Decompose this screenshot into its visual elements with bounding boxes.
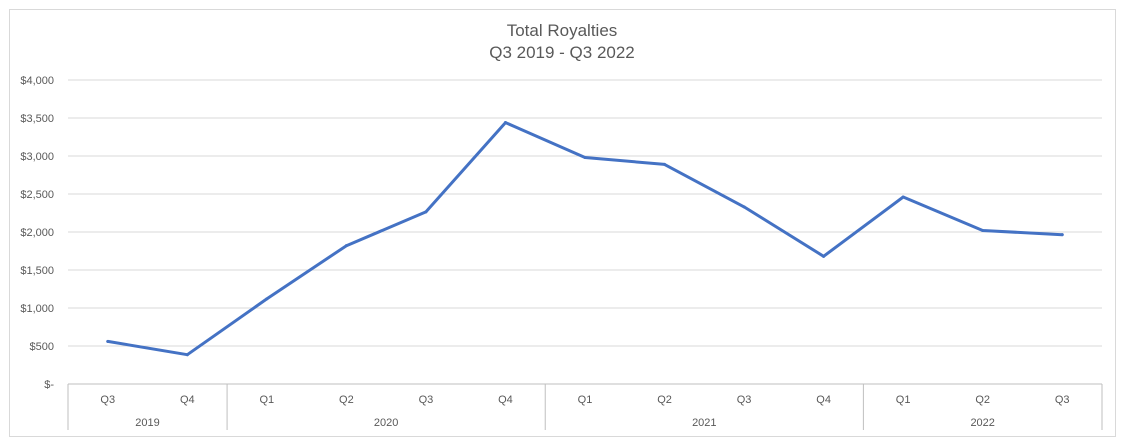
x-tick-label: Q2	[339, 394, 354, 406]
x-tick-label: Q4	[498, 394, 513, 406]
data-point	[901, 195, 905, 199]
y-tick-label: $1,500	[20, 265, 54, 277]
data-point	[424, 210, 428, 214]
series-layer	[106, 121, 1064, 357]
x-axis: Q3 Q4 Q1 Q2 Q3 Q4 Q1 Q2 Q3 Q4 Q1 Q2 Q3 2019 2020 2021 20…	[67, 383, 1103, 430]
x-tick-label: Q2	[975, 394, 990, 406]
x-tick-label: Q3	[419, 394, 434, 406]
year-group-label: 2019	[135, 417, 159, 429]
x-tick-label: Q1	[896, 394, 911, 406]
gridlines	[68, 79, 1102, 347]
y-axis: $- $500 $1,000 $1,500 $2,000 $2,500 $3,000 $3,5…	[20, 75, 54, 391]
data-point	[1060, 233, 1064, 237]
data-point	[663, 162, 667, 166]
chart-subtitle: Q3 2019 - Q3 2022	[489, 43, 635, 62]
x-tick-label: Q3	[737, 394, 752, 406]
y-tick-label: $3,000	[20, 151, 54, 163]
data-point	[185, 353, 189, 357]
y-tick-label: $3,500	[20, 113, 54, 125]
x-tick-label: Q3	[1055, 394, 1070, 406]
chart-title: Total Royalties	[507, 21, 618, 40]
y-tick-label: $-	[44, 379, 54, 391]
x-tick-label: Q4	[180, 394, 195, 406]
data-point	[742, 205, 746, 209]
y-tick-label: $500	[30, 341, 54, 353]
x-tick-label: Q1	[578, 394, 593, 406]
y-tick-label: $2,500	[20, 189, 54, 201]
x-tick-label: Q3	[100, 394, 115, 406]
data-point	[106, 339, 110, 343]
data-point	[583, 156, 587, 160]
x-tick-label: Q2	[657, 394, 672, 406]
data-point	[503, 121, 507, 125]
data-point	[344, 244, 348, 248]
y-tick-label: $2,000	[20, 227, 54, 239]
x-tick-label: Q1	[260, 394, 275, 406]
y-tick-label: $4,000	[20, 75, 54, 87]
data-point	[265, 297, 269, 301]
y-tick-label: $1,000	[20, 303, 54, 315]
data-point	[822, 254, 826, 258]
year-group-label: 2020	[374, 417, 398, 429]
year-group-label: 2022	[970, 417, 994, 429]
year-group-label: 2021	[692, 417, 716, 429]
x-tick-label: Q4	[816, 394, 831, 406]
data-point	[981, 228, 985, 232]
